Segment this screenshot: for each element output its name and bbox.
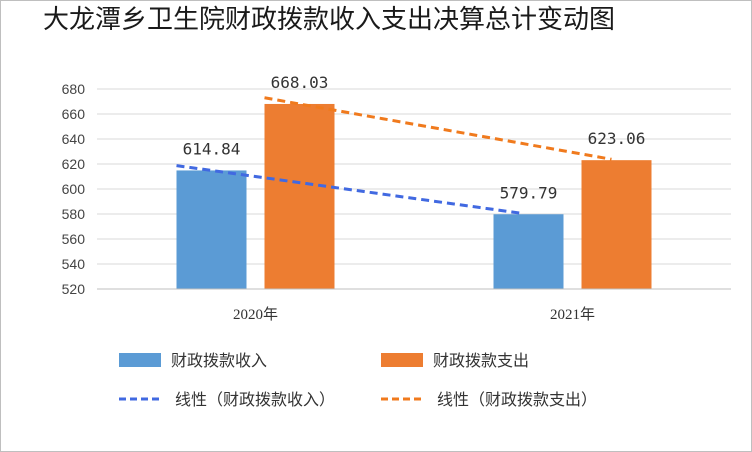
y-tick-label: 640	[62, 131, 86, 147]
bar-expenditure	[581, 160, 652, 289]
data-label: 668.03	[271, 73, 329, 92]
y-tick-label: 580	[62, 206, 86, 222]
data-label: 623.06	[588, 129, 646, 148]
data-label: 614.84	[183, 139, 241, 158]
data-label: 579.79	[500, 183, 558, 202]
legend-label: 线性（财政拨款收入）	[175, 390, 335, 409]
trendline-income	[176, 164, 524, 216]
x-tick-label: 2020年	[233, 306, 278, 323]
legend-swatch-income	[119, 353, 161, 367]
bar-expenditure	[264, 103, 335, 290]
legend-swatch-expenditure	[381, 353, 423, 367]
y-tick-label: 540	[62, 256, 86, 272]
y-tick-label: 560	[62, 231, 86, 247]
y-tick-label: 620	[62, 156, 86, 172]
y-tick-label: 680	[62, 81, 86, 97]
legend-label: 财政拨款支出	[433, 351, 529, 370]
legend-label: 财政拨款收入	[171, 351, 267, 370]
chart-title: 大龙潭乡卫生院财政拨款收入支出决算总计变动图	[42, 5, 615, 35]
y-tick-label: 520	[62, 281, 86, 297]
bar-income	[493, 214, 564, 289]
trendline-expenditure	[264, 96, 612, 161]
bar-income	[176, 170, 247, 289]
y-tick-label: 600	[62, 181, 86, 197]
legend-label: 线性（财政拨款支出）	[437, 390, 597, 409]
y-tick-label: 660	[62, 106, 86, 122]
x-tick-label: 2021年	[550, 306, 595, 323]
